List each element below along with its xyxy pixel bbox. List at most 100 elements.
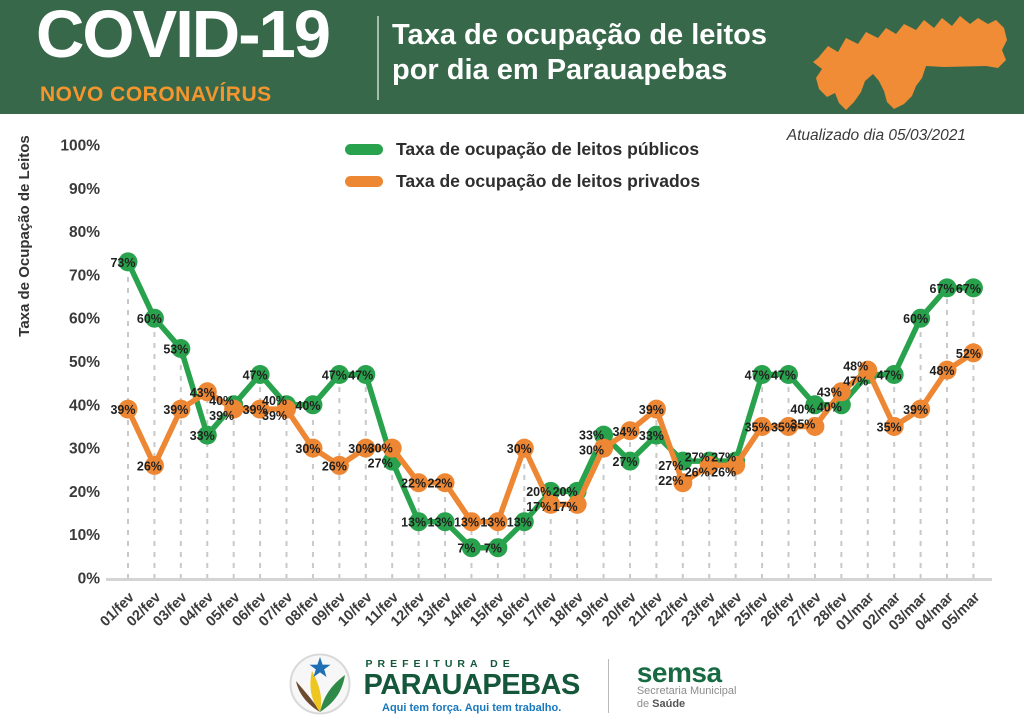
point-label: 33% — [190, 429, 215, 443]
point-label: 39% — [243, 403, 268, 417]
point-label: 30% — [295, 442, 320, 456]
data-point — [937, 360, 957, 380]
data-point — [567, 494, 587, 514]
point-label: 40% — [817, 400, 842, 414]
point-label: 27% — [612, 455, 637, 469]
data-point — [435, 473, 455, 493]
data-point — [805, 395, 825, 415]
data-point — [884, 364, 904, 384]
point-label: 52% — [956, 347, 981, 361]
point-label: 22% — [658, 474, 683, 488]
point-label: 30% — [348, 442, 373, 456]
y-axis-tick-label: 80% — [69, 224, 100, 241]
point-labels: 73%39%60%26%53%39%33%43%40%39%47%39%40%3… — [110, 256, 980, 556]
point-label: 47% — [877, 368, 902, 382]
footer: PREFEITURA DE PARAUAPEBAS Aqui tem força… — [0, 650, 1024, 722]
data-point — [197, 425, 217, 445]
point-label: 73% — [110, 256, 135, 270]
grid-lines — [127, 267, 975, 579]
header-banner: COVID-19 NOVO CORONAVÍRUS Taxa de ocupaç… — [0, 0, 1024, 114]
semsa-sub-line2: de Saúde — [637, 698, 737, 711]
point-label: 43% — [817, 385, 842, 399]
point-label: 47% — [348, 368, 373, 382]
x-axis-ticks: 01/fev02/fev03/fev04/fev05/fev06/fev07/f… — [97, 589, 983, 634]
prefeitura-name-text: PARAUAPEBAS — [363, 669, 581, 702]
header-divider — [377, 16, 379, 100]
page-title: COVID-19 — [36, 0, 331, 72]
data-point — [699, 455, 719, 475]
data-point — [858, 360, 878, 380]
prefeitura-emblem-icon — [288, 652, 352, 721]
point-label: 48% — [930, 364, 955, 378]
parauapebas-map-icon — [804, 6, 1010, 117]
point-label: 47% — [322, 368, 347, 382]
y-axis-tick-label: 100% — [60, 138, 100, 155]
point-label: 39% — [903, 403, 928, 417]
y-axis-tick-label: 70% — [69, 267, 100, 284]
point-label: 35% — [771, 420, 796, 434]
data-point — [409, 473, 429, 493]
data-point — [329, 364, 349, 384]
legend-item-publicos: Taxa de ocupação de leitos públicos — [345, 137, 700, 161]
point-label: 40% — [262, 394, 287, 408]
data-point — [356, 364, 376, 384]
point-label: 40% — [790, 403, 815, 417]
point-label: 53% — [163, 343, 188, 357]
y-axis-tick-label: 40% — [69, 397, 100, 414]
data-point — [514, 512, 534, 532]
prefeitura-logo: PREFEITURA DE PARAUAPEBAS Aqui tem força… — [288, 652, 580, 721]
point-label: 40% — [209, 394, 234, 408]
point-label: 22% — [401, 477, 426, 491]
point-label: 30% — [507, 442, 532, 456]
legend-label-publicos: Taxa de ocupação de leitos públicos — [396, 138, 700, 159]
data-point — [488, 512, 508, 532]
data-point — [329, 455, 349, 475]
point-label: 27% — [711, 450, 736, 464]
point-label: 47% — [771, 368, 796, 382]
point-label: 26% — [711, 465, 736, 479]
point-label: 13% — [480, 516, 505, 530]
data-point — [646, 399, 666, 419]
data-point — [514, 438, 534, 458]
point-label: 13% — [454, 516, 479, 530]
point-label: 39% — [163, 403, 188, 417]
data-point — [963, 278, 983, 298]
data-point — [382, 438, 402, 458]
point-label: 34% — [612, 425, 637, 439]
chart-title-line1: Taxa de ocupação de leitos — [392, 19, 767, 51]
data-point — [488, 538, 508, 558]
point-label: 30% — [579, 444, 604, 458]
legend-item-privados: Taxa de ocupação de leitos privados — [345, 169, 700, 193]
data-point — [303, 438, 323, 458]
data-point — [726, 455, 746, 475]
data-point — [752, 364, 772, 384]
legend-label-privados: Taxa de ocupação de leitos privados — [396, 170, 701, 191]
data-point — [197, 382, 217, 402]
data-point — [884, 416, 904, 436]
semsa-saude-text: Saúde — [652, 697, 686, 710]
data-point — [277, 399, 297, 419]
semsa-logo: semsa Secretaria Municipal de Saúde — [637, 659, 737, 711]
prefeitura-top-text: PREFEITURA DE — [365, 658, 515, 671]
data-point — [594, 438, 614, 458]
data-point — [620, 451, 640, 471]
data-point — [541, 494, 561, 514]
point-label: 47% — [243, 368, 268, 382]
point-label: 27% — [368, 457, 393, 471]
y-axis-tick-label: 20% — [69, 484, 100, 501]
data-point — [911, 399, 931, 419]
data-point — [250, 364, 270, 384]
point-label: 27% — [685, 450, 710, 464]
y-axis-ticks: 0% 10% 20% 30% 40% 50% 60% 70% 80% 90% 100% — [60, 138, 100, 588]
point-label: 20% — [553, 485, 578, 499]
point-label: 20% — [526, 485, 551, 499]
point-label: 35% — [877, 420, 902, 434]
data-point — [171, 339, 191, 359]
y-axis-title: Taxa de Ocupação de Leitos — [16, 135, 33, 336]
point-label: 33% — [639, 429, 664, 443]
data-point — [937, 278, 957, 298]
point-label: 35% — [745, 420, 770, 434]
chart-title-line2: por dia em Parauapebas — [392, 54, 728, 87]
point-label: 39% — [110, 403, 135, 417]
point-label: 47% — [843, 374, 868, 388]
